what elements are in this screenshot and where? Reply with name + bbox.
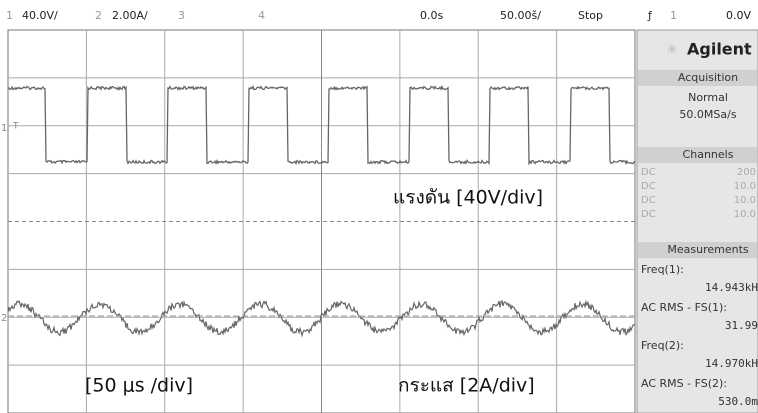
side-panel (637, 30, 758, 413)
channels-title: Channels (683, 148, 734, 161)
channel-coupling: DC (641, 167, 656, 178)
trigger-source: 1 (670, 9, 677, 22)
ch2-marker: 2 (1, 313, 7, 324)
brand: Agilent (687, 40, 752, 59)
time-annotation: [50 μs /div] (85, 375, 193, 397)
acq-rate: 50.0MSa/s (679, 108, 736, 121)
channel-scale: 10.0 (734, 181, 756, 192)
trigger-marker: T (12, 122, 19, 132)
meas-value: 31.99 (725, 319, 758, 332)
oscilloscope-screen: 1 40.0V/ 2 2.00A/ 3 4 0.0s 50.00š/ Stop … (0, 0, 758, 413)
ch2-scale[interactable]: 2.00A/ (112, 9, 148, 22)
run-state[interactable]: Stop (578, 9, 603, 22)
ch3-number: 3 (178, 9, 185, 22)
ch1-scale[interactable]: 40.0V/ (22, 9, 58, 22)
meas-value: 14.943kH (705, 281, 758, 294)
timebase[interactable]: 50.00š/ (500, 9, 541, 22)
ch1-marker: 1 (1, 123, 7, 134)
meas-value: 14.970kH (705, 357, 758, 370)
channel-coupling: DC (641, 181, 656, 192)
meas-label: AC RMS - FS(1): (641, 301, 727, 314)
acq-title: Acquisition (678, 71, 738, 84)
ch1-number: 1 (6, 9, 13, 22)
meas-value: 530.0m (718, 395, 758, 408)
channel-coupling: DC (641, 209, 656, 220)
meas-title: Measurements (667, 243, 749, 256)
screen-svg: 1 40.0V/ 2 2.00A/ 3 4 0.0s 50.00š/ Stop … (0, 0, 758, 413)
channel-scale: 10.0 (734, 209, 756, 220)
trigger-level[interactable]: 0.0V (726, 9, 751, 22)
ch2-number: 2 (95, 9, 102, 22)
meas-label: Freq(1): (641, 263, 684, 276)
current-annotation: กระแส [2A/div] (398, 375, 535, 397)
channel-scale: 200 (737, 167, 756, 178)
brand-logo: ✳ (666, 42, 678, 58)
acq-mode: Normal (688, 91, 728, 104)
meas-label: Freq(2): (641, 339, 684, 352)
delay[interactable]: 0.0s (420, 9, 443, 22)
channel-scale: 10.0 (734, 195, 756, 206)
meas-label: AC RMS - FS(2): (641, 377, 727, 390)
ch4-number: 4 (258, 9, 265, 22)
voltage-annotation: แรงดัน [40V/div] (393, 187, 543, 209)
channel-coupling: DC (641, 195, 656, 206)
